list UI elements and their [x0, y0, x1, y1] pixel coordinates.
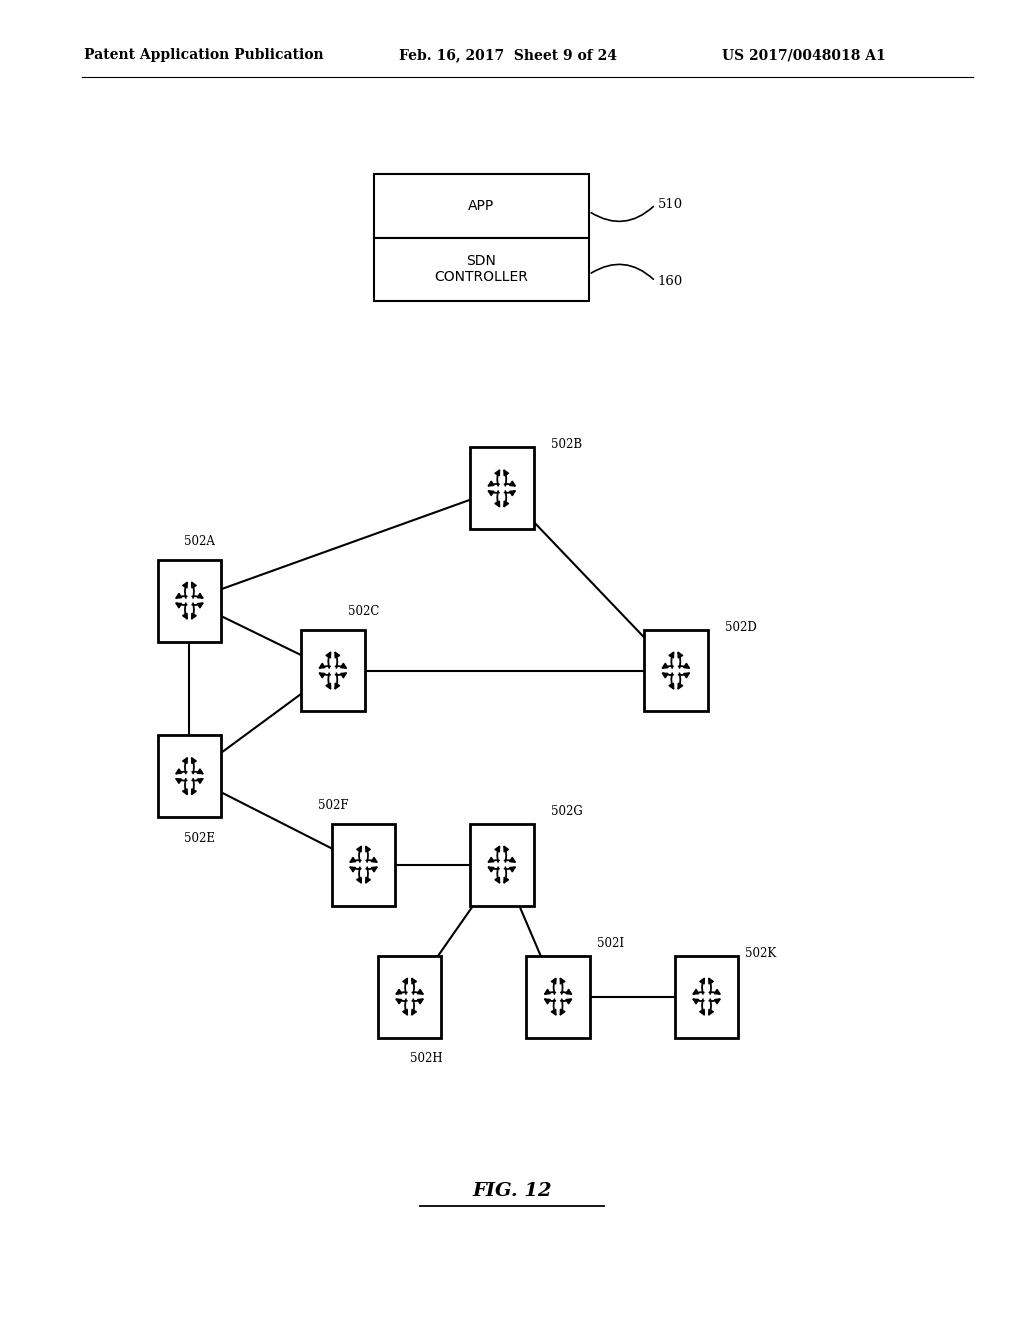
Text: 502F: 502F: [317, 799, 348, 812]
Bar: [675, 956, 738, 1038]
Text: 502A: 502A: [184, 535, 215, 548]
Text: APP: APP: [468, 199, 495, 213]
Text: SDN
CONTROLLER: SDN CONTROLLER: [434, 255, 528, 284]
Text: 502H: 502H: [410, 1052, 442, 1065]
Text: 160: 160: [657, 275, 683, 288]
Text: Patent Application Publication: Patent Application Publication: [84, 49, 324, 62]
Bar: [158, 560, 221, 642]
Text: FIG. 12: FIG. 12: [472, 1181, 552, 1200]
Bar: [374, 238, 589, 301]
Text: 510: 510: [657, 198, 683, 211]
Text: 502D: 502D: [725, 620, 757, 634]
Text: US 2017/0048018 A1: US 2017/0048018 A1: [722, 49, 886, 62]
Text: 502C: 502C: [348, 605, 380, 618]
Bar: [378, 956, 441, 1038]
Bar: [470, 824, 534, 906]
Bar: [374, 174, 589, 238]
Text: 502E: 502E: [184, 832, 215, 845]
Bar: [644, 630, 708, 711]
Text: 502B: 502B: [551, 438, 582, 451]
Bar: [526, 956, 590, 1038]
Text: Feb. 16, 2017  Sheet 9 of 24: Feb. 16, 2017 Sheet 9 of 24: [399, 49, 617, 62]
Bar: [158, 735, 221, 817]
Bar: [332, 824, 395, 906]
Text: 502G: 502G: [551, 805, 583, 818]
Text: 502K: 502K: [745, 946, 777, 960]
Bar: [301, 630, 365, 711]
Text: 502I: 502I: [597, 937, 624, 950]
Bar: [470, 447, 534, 529]
